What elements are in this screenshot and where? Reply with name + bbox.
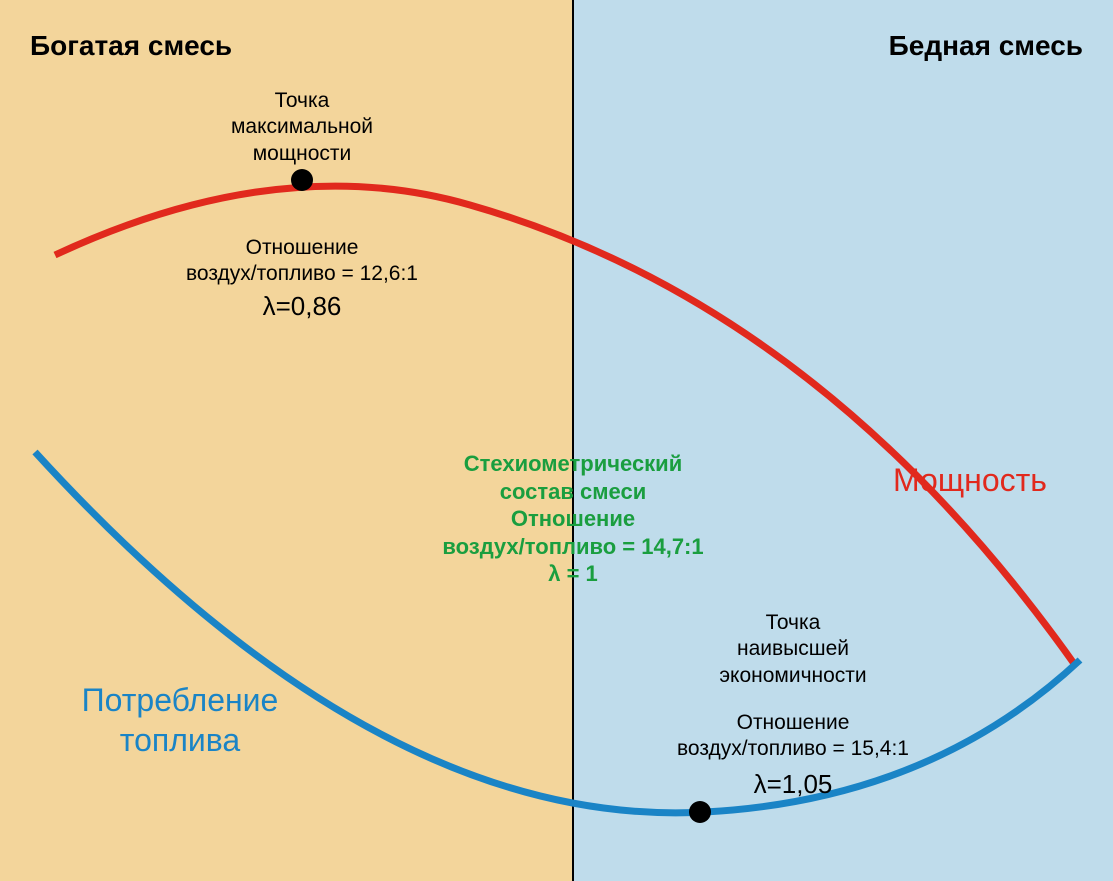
fuel-curve-label: Потреблениетоплива bbox=[20, 680, 340, 760]
header-rich: Богатая смесь bbox=[30, 28, 232, 63]
stoich-label: Стехиометрическийсостав смесиОтношениево… bbox=[363, 450, 783, 588]
power-peak-detail: Отношениевоздух/топливо = 12,6:1 bbox=[122, 235, 482, 288]
center-divider bbox=[572, 0, 574, 881]
fuel-trough-lambda: λ=1,05 bbox=[693, 768, 893, 801]
header-lean: Бедная смесь bbox=[889, 28, 1083, 63]
power-curve-label: Мощность bbox=[820, 460, 1113, 500]
power-peak-lambda: λ=0,86 bbox=[202, 290, 402, 323]
power-peak-title: Точкамаксимальноймощности bbox=[122, 88, 482, 167]
diagram-container: Богатая смесь Бедная смесь Мощность Потр… bbox=[0, 0, 1113, 881]
fuel-trough-detail: Отношениевоздух/топливо = 15,4:1 bbox=[613, 710, 973, 763]
fuel-trough-title: Точканаивысшейэкономичности bbox=[613, 610, 973, 689]
